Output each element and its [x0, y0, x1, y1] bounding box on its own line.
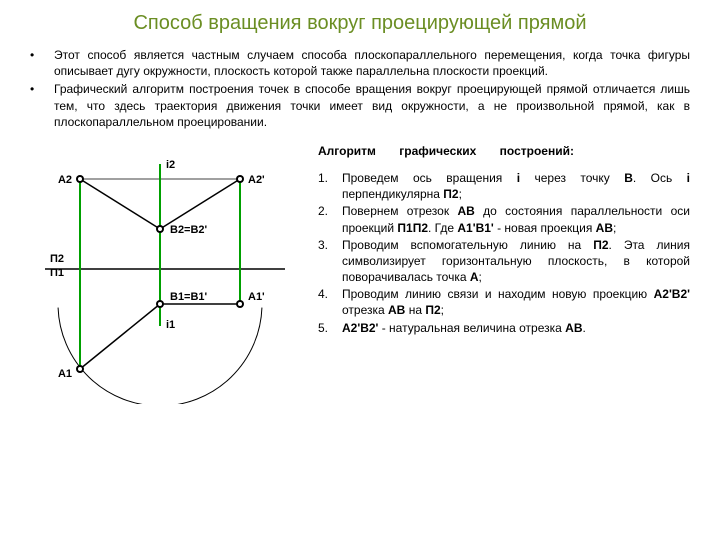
svg-text:i2: i2 — [166, 159, 175, 171]
svg-text:П1: П1 — [50, 267, 64, 279]
step-number: 3. — [318, 237, 342, 286]
step-number: 1. — [318, 170, 342, 202]
diagram-column: А2 i2 А2' В2=В2' П2 П1 В1=В1' А1' i1 А1 — [30, 144, 300, 404]
algorithm-title: Алгоритм графических построений: — [318, 144, 690, 158]
step-text: Проводим вспомогательную линию на П2. Эт… — [342, 237, 690, 286]
svg-text:А2: А2 — [58, 174, 72, 186]
step-number: 2. — [318, 203, 342, 235]
page-title: Способ вращения вокруг проецирующей прям… — [30, 12, 690, 35]
algorithm-step: 4.Проводим линию связи и находим новую п… — [318, 286, 690, 318]
algorithm-step: 3.Проводим вспомогательную линию на П2. … — [318, 237, 690, 286]
bullet: • — [30, 81, 54, 130]
intro-text: Этот способ является частным случаем спо… — [54, 47, 690, 79]
intro-item: • Графический алгоритм построения точек … — [30, 81, 690, 130]
step-text: Проведем ось вращения i через точку B. О… — [342, 170, 690, 202]
step-text: Проводим линию связи и находим новую про… — [342, 286, 690, 318]
step-text: Повернем отрезок АВ до состояния паралле… — [342, 203, 690, 235]
svg-text:А1': А1' — [248, 291, 265, 303]
step-text: А2'В2' - натуральная величина отрезка АВ… — [342, 320, 586, 336]
intro-text: Графический алгоритм построения точек в … — [54, 81, 690, 130]
bullet: • — [30, 47, 54, 79]
intro-item: • Этот способ является частным случаем с… — [30, 47, 690, 79]
step-number: 5. — [318, 320, 342, 336]
algorithm-column: Алгоритм графических построений: 1.Прове… — [318, 144, 690, 404]
algorithm-step: 1.Проведем ось вращения i через точку B.… — [318, 170, 690, 202]
svg-text:А1: А1 — [58, 368, 72, 380]
svg-text:В2=В2': В2=В2' — [170, 224, 208, 236]
svg-text:В1=В1': В1=В1' — [170, 291, 208, 303]
rotation-diagram: А2 i2 А2' В2=В2' П2 П1 В1=В1' А1' i1 А1 — [30, 144, 300, 404]
algorithm-step: 5.А2'В2' - натуральная величина отрезка … — [318, 320, 690, 336]
intro-block: • Этот способ является частным случаем с… — [30, 47, 690, 130]
algorithm-list: 1.Проведем ось вращения i через точку B.… — [318, 170, 690, 336]
step-number: 4. — [318, 286, 342, 318]
svg-text:П2: П2 — [50, 253, 64, 265]
two-column-layout: А2 i2 А2' В2=В2' П2 П1 В1=В1' А1' i1 А1 Алгоритм … — [30, 144, 690, 404]
algorithm-step: 2.Повернем отрезок АВ до состояния парал… — [318, 203, 690, 235]
svg-text:А2': А2' — [248, 174, 265, 186]
svg-text:i1: i1 — [166, 319, 175, 331]
